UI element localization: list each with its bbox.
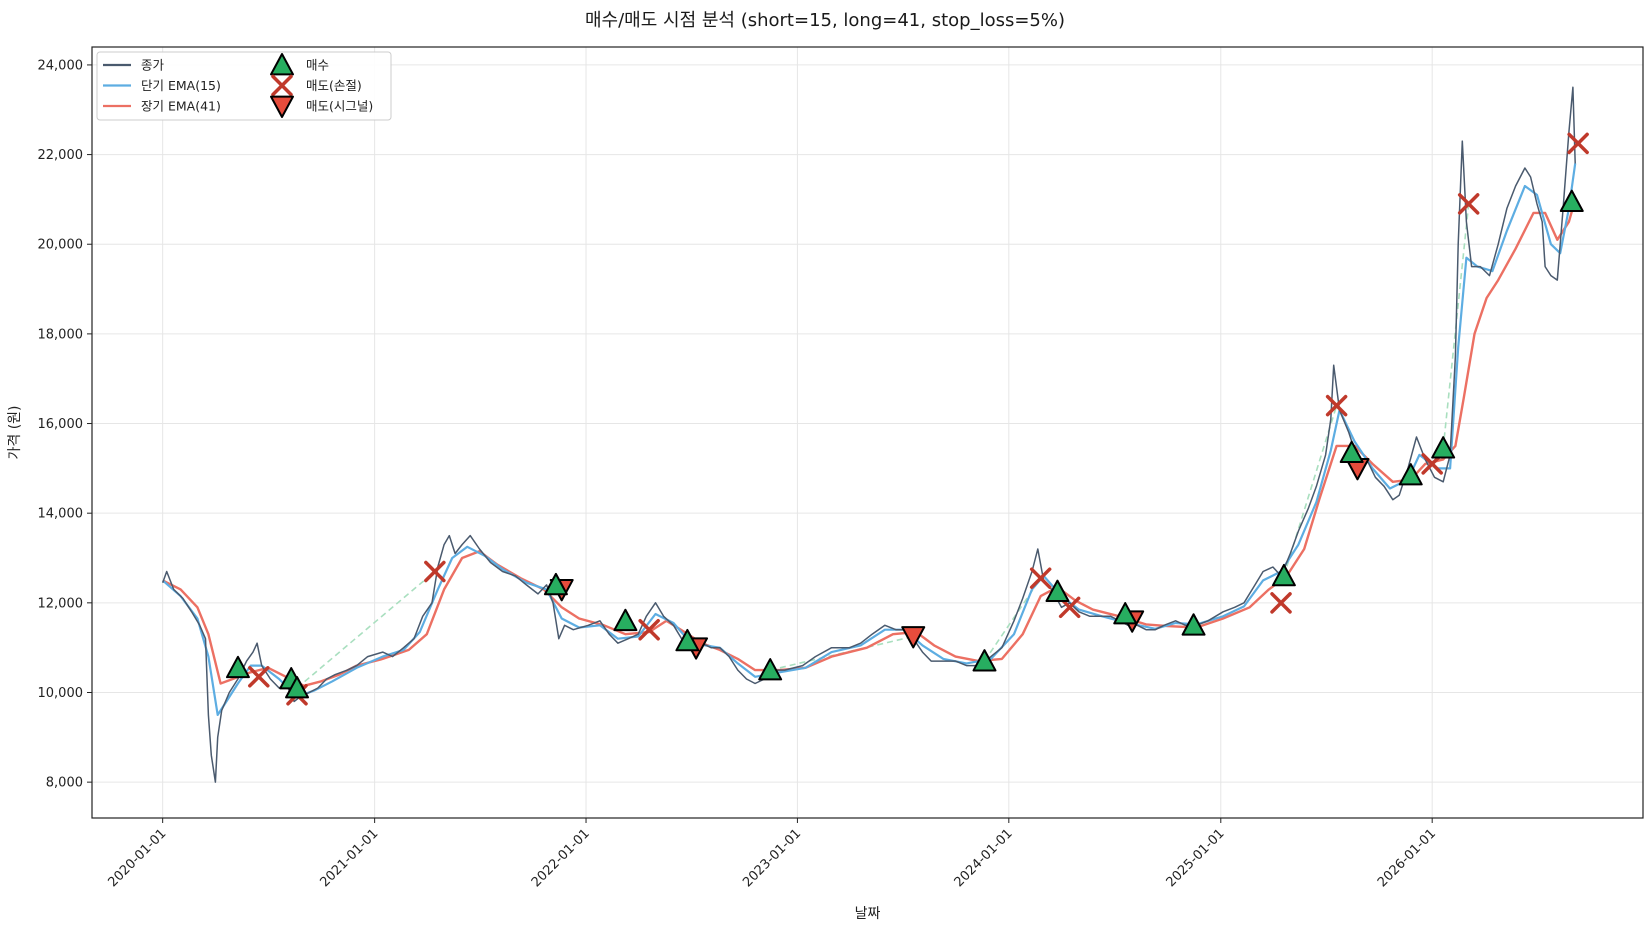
legend-swatch-buy <box>270 53 294 76</box>
buy-marker <box>285 676 310 699</box>
sell-stop-marker-stroke <box>1457 193 1480 215</box>
y-tick-label: 14,000 <box>38 507 84 522</box>
buy-marker <box>675 628 700 652</box>
sell-stop-marker <box>1325 394 1348 417</box>
buy-marker <box>1431 436 1456 459</box>
trade-link <box>296 570 436 689</box>
chart-title: 매수/매도 시점 분석 (short=15, long=41, stop_los… <box>585 10 1065 31</box>
plot-frame <box>91 46 1644 819</box>
y-axis-label: 가격 (원) <box>7 405 23 459</box>
x-tick-label: 2025-01-01 <box>1164 826 1228 890</box>
sell-stop-marker-stroke <box>248 666 270 688</box>
legend-swatch-sell-stop <box>271 74 293 97</box>
grid-layer <box>92 47 1643 818</box>
legend-label: 매도(손절) <box>306 78 362 93</box>
sell-stop-marker <box>424 560 446 583</box>
sell-stop-marker-stroke <box>1029 567 1052 589</box>
legend-label: 매도(시그널) <box>306 99 373 114</box>
tick-layer: 8,000 10,000 12,000 14,000 16,000 18,000 20,00… <box>38 58 1440 890</box>
x-tick-label: 2023-01-01 <box>740 826 804 890</box>
x-tick-label: 2021-01-01 <box>317 826 381 890</box>
x-tick-label: 2024-01-01 <box>952 826 1016 890</box>
buy-marker <box>225 655 250 679</box>
buy-marker <box>1559 189 1584 212</box>
y-tick-label: 10,000 <box>38 686 84 701</box>
buy-marker <box>1339 440 1364 464</box>
buy-marker <box>758 658 783 681</box>
sell-stop-marker-stroke <box>424 560 446 583</box>
sell-stop-marker-stroke <box>1567 132 1589 155</box>
legend-swatch-sell-stop-stroke <box>271 74 293 97</box>
x-tick-label: 2022-01-01 <box>529 826 593 890</box>
legend-label: 종가 <box>141 58 165 73</box>
buy-marker <box>613 608 638 632</box>
sell-stop-marker <box>1567 132 1589 155</box>
y-tick-label: 22,000 <box>38 148 84 163</box>
legend-label: 단기 EMA(15) <box>141 78 221 93</box>
buy-marker <box>543 572 568 596</box>
sell-stop-marker-stroke <box>638 618 660 641</box>
sell-stop-marker-stroke <box>1325 394 1348 417</box>
sell-stop-marker-stroke <box>1270 592 1292 614</box>
x-tick-label: 2026-01-01 <box>1375 826 1439 890</box>
y-tick-label: 12,000 <box>38 596 84 611</box>
marker-layer <box>225 132 1589 706</box>
legend-label: 매수 <box>306 58 329 73</box>
buy-marker <box>1398 463 1423 486</box>
y-tick-label: 18,000 <box>38 327 84 342</box>
sell-signal-marker <box>901 626 926 649</box>
legend-swatch-sell-signal <box>270 95 294 118</box>
buy-marker <box>1045 579 1070 602</box>
sell-stop-marker <box>638 618 660 641</box>
y-tick-label: 20,000 <box>38 238 84 253</box>
buy-marker <box>1271 563 1296 587</box>
legend-box <box>96 51 392 121</box>
y-tick-label: 16,000 <box>38 417 84 432</box>
sell-stop-marker <box>1029 567 1052 589</box>
legend-label: 장기 EMA(41) <box>141 99 221 114</box>
y-tick-label: 24,000 <box>38 58 84 73</box>
buy-marker <box>972 649 997 672</box>
sell-stop-marker <box>1457 193 1480 215</box>
y-tick-label: 8,000 <box>46 776 83 791</box>
sell-stop-marker-stroke <box>1058 596 1081 619</box>
sell-stop-marker <box>248 666 270 688</box>
buy-marker <box>1181 613 1206 636</box>
trade-link-layer <box>296 203 1470 689</box>
series-line-close <box>161 86 1576 783</box>
buy-marker <box>1113 602 1138 625</box>
sell-stop-marker <box>1270 592 1292 614</box>
x-tick-label: 2020-01-01 <box>105 826 169 890</box>
x-axis-label: 날짜 <box>855 906 881 922</box>
